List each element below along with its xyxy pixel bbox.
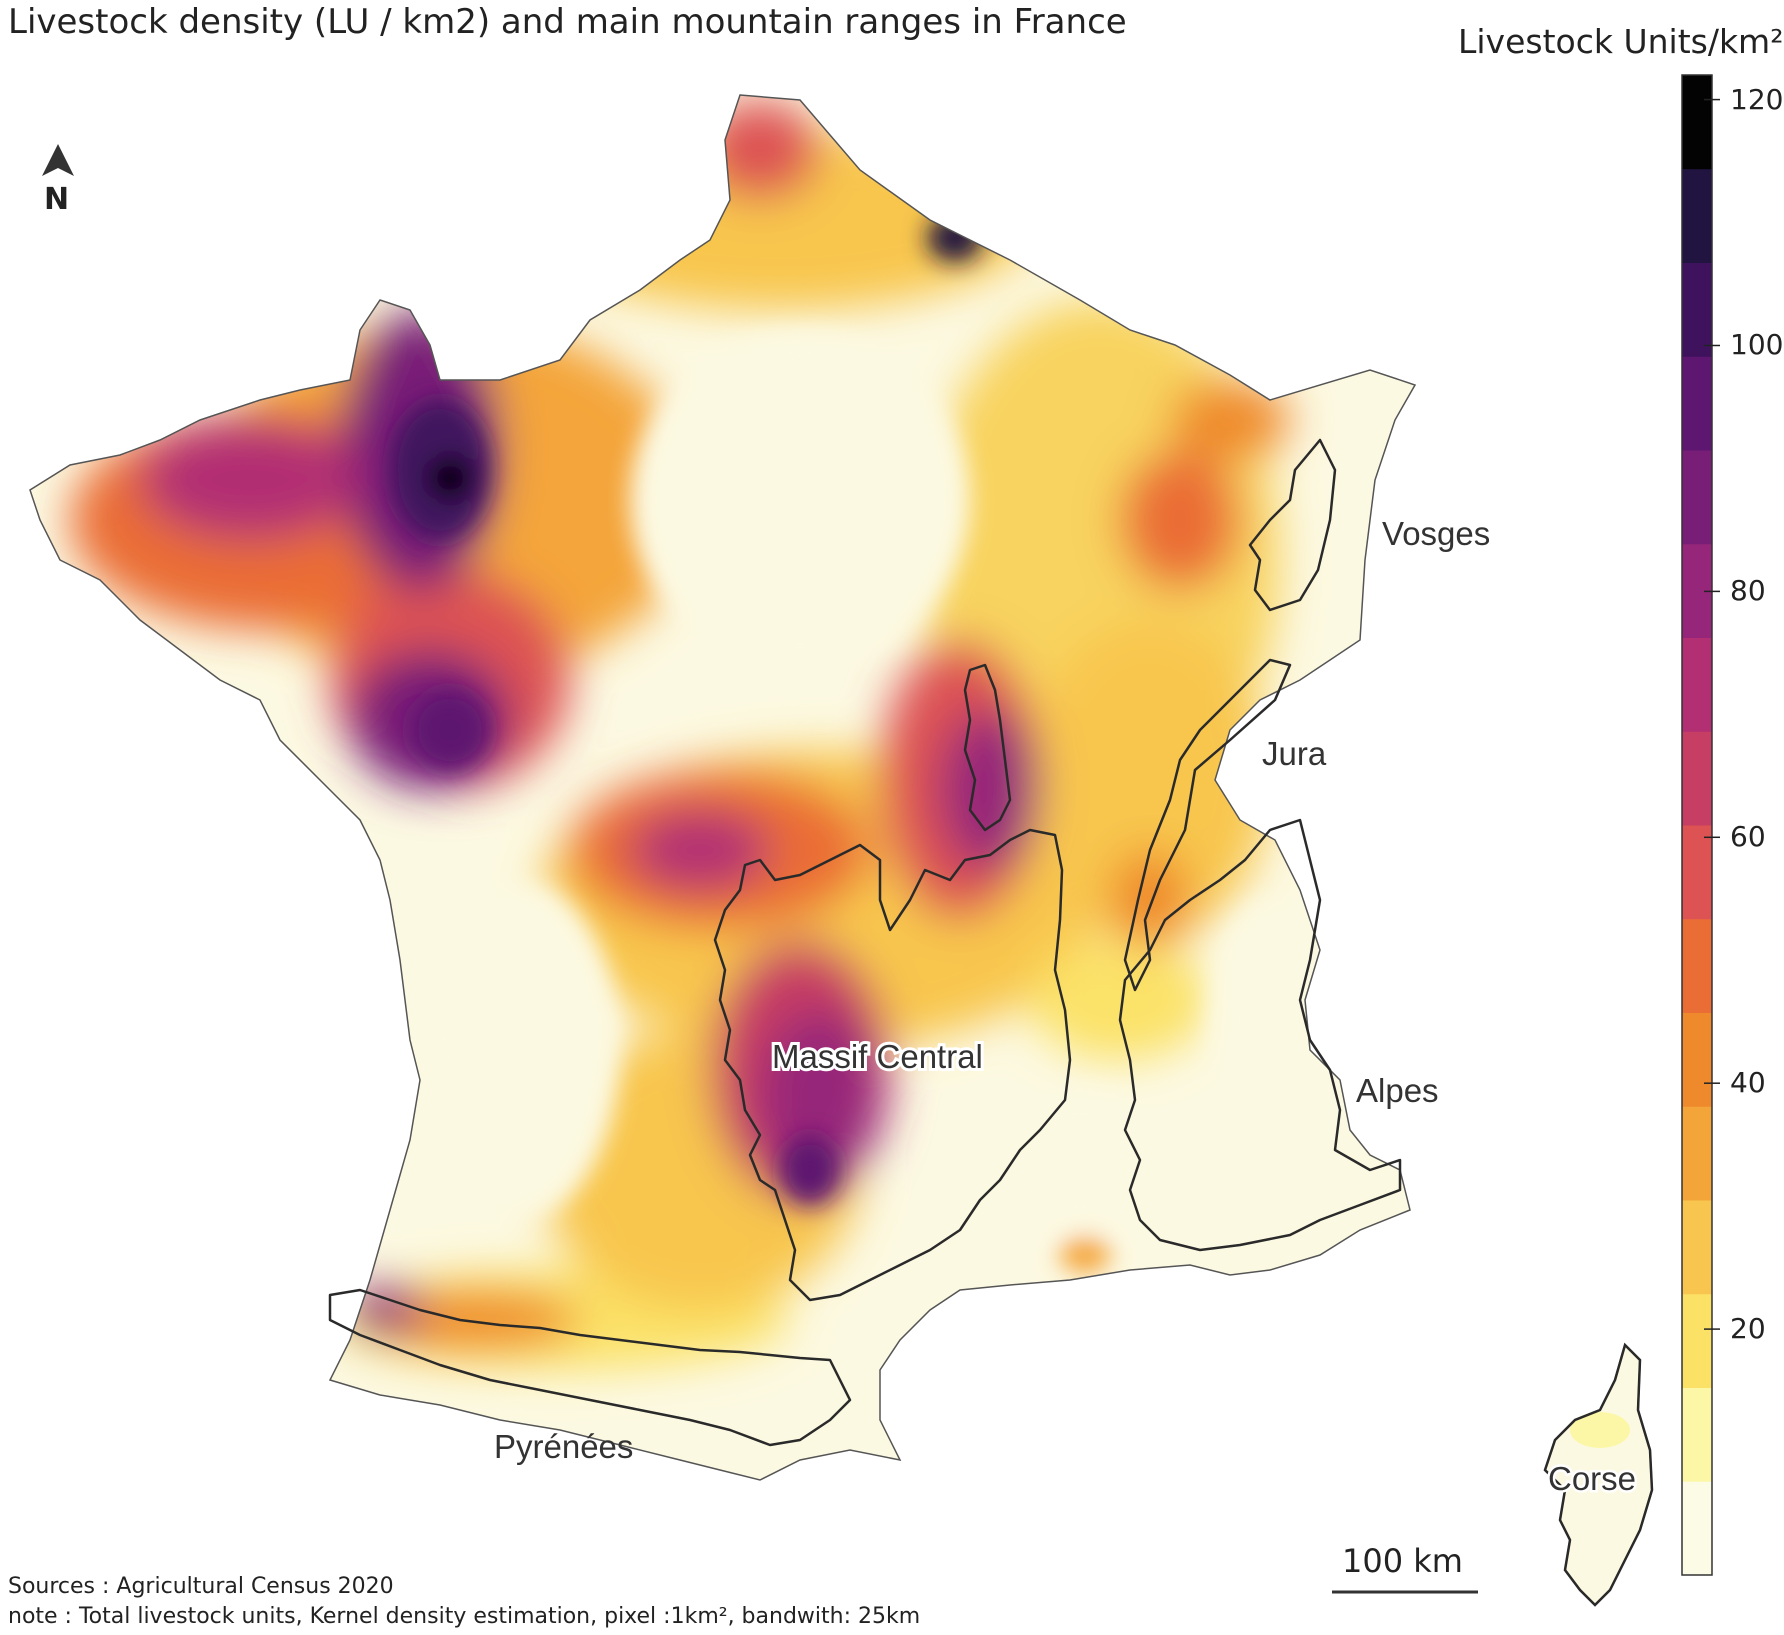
scale-bar-label: 100 km [1342,1542,1463,1580]
legend-color-step [1682,1012,1712,1107]
note-line: note : Total livestock units, Kernel den… [8,1604,921,1629]
legend-color-step [1682,918,1712,1013]
legend-tick-label: 40 [1730,1066,1766,1100]
legend-color-step [1682,168,1712,263]
north-arrow-label: N [44,182,70,217]
sources-line: Sources : Agricultural Census 2020 [8,1574,394,1599]
north-arrow: N [38,140,78,220]
legend-color-step [1682,731,1712,826]
vosges-outline [1248,438,1337,612]
legend-color-step [1682,262,1712,357]
map-title: Livestock density (LU / km2) and main mo… [8,2,1127,42]
legend-color-step [1682,1200,1712,1295]
jura-outline [1123,658,1292,992]
legend-color-step [1682,1387,1712,1482]
legend-color-step [1682,1106,1712,1201]
legend-tick-label: 120 [1730,82,1784,116]
massif-central-north-lobe [963,663,1012,832]
legend-color-step [1682,637,1712,732]
legend-color-step [1682,1481,1712,1576]
legend-tick-label: 100 [1730,328,1784,362]
pyrenees-outline [328,1288,852,1447]
legend-color-step [1682,75,1712,170]
legend-color-step [1682,356,1712,451]
label-corse: Corse [1548,1460,1636,1497]
label-alpes: Alpes [1356,1072,1439,1109]
mountain-ranges [328,438,1402,1447]
legend-color-step [1682,825,1712,920]
alpes-outline [1118,818,1402,1252]
legend-title: Livestock Units/km² [1458,22,1784,61]
label-massif-central: Massif Central [772,1038,983,1075]
legend-tick-label: 20 [1730,1312,1766,1346]
label-jura: Jura [1262,735,1327,772]
legend-frame [1681,74,1713,1576]
legend-tick-label: 80 [1730,574,1766,608]
legend-color-step [1682,1293,1712,1388]
legend-colorbar [1681,74,1720,1576]
legend-tick-label: 60 [1730,820,1766,854]
label-pyrenees: Pyrénées [494,1428,633,1465]
massif-central-outline [713,828,1072,1302]
north-arrow-icon [42,144,74,176]
label-vosges: Vosges [1382,515,1490,552]
corse-island [1543,1342,1654,1607]
sources-note: Sources : Agricultural Census 2020 note … [8,1572,920,1632]
legend-color-step [1682,450,1712,545]
